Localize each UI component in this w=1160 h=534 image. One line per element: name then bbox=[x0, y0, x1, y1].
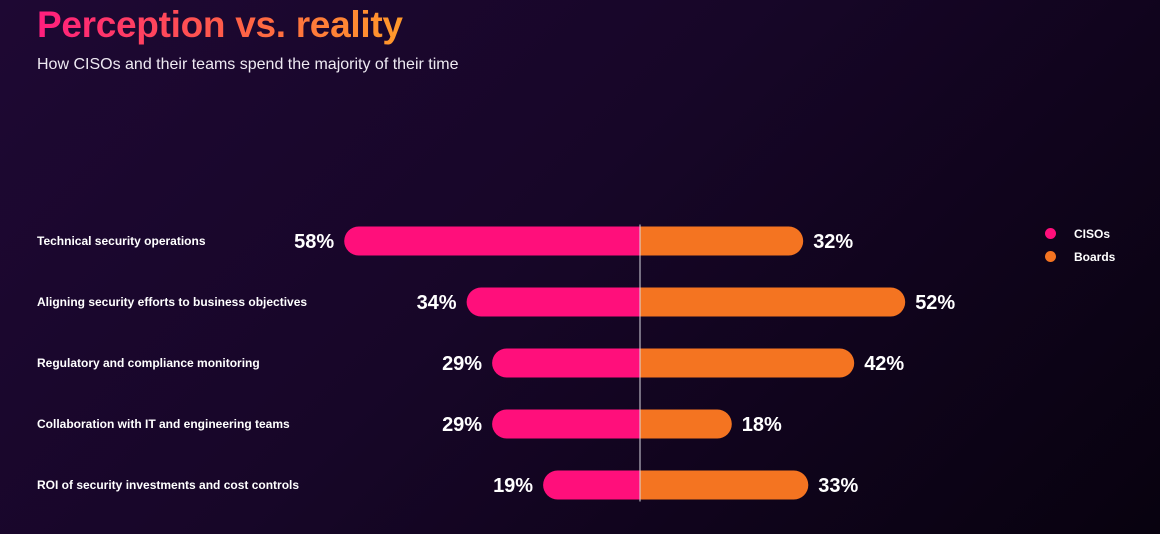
category-label: Technical security operations bbox=[37, 234, 206, 248]
data-label-boards: 18% bbox=[742, 414, 782, 436]
bar-cisos-inner-edge bbox=[611, 470, 640, 500]
data-label-boards: 52% bbox=[915, 292, 955, 314]
bar-boards bbox=[640, 226, 804, 256]
data-label-cisos: 34% bbox=[417, 292, 457, 314]
bar-cisos bbox=[344, 226, 640, 256]
chart-subtitle: How CISOs and their teams spend the majo… bbox=[37, 56, 459, 73]
legend-dot-boards bbox=[1045, 251, 1056, 262]
data-label-cisos: 29% bbox=[442, 414, 482, 436]
data-label-cisos: 29% bbox=[442, 353, 482, 375]
legend: CISOs Boards bbox=[1045, 222, 1115, 268]
bar-boards-inner-edge bbox=[640, 409, 669, 439]
category-label: Regulatory and compliance monitoring bbox=[37, 356, 260, 370]
data-label-cisos: 19% bbox=[493, 475, 533, 497]
legend-item-cisos: CISOs bbox=[1045, 222, 1115, 245]
legend-dot-cisos bbox=[1045, 228, 1056, 239]
legend-item-boards: Boards bbox=[1045, 245, 1115, 268]
bar-boards bbox=[640, 287, 906, 317]
category-label: Collaboration with IT and engineering te… bbox=[37, 417, 290, 431]
bar-cisos-inner-edge bbox=[611, 287, 640, 317]
data-label-boards: 33% bbox=[818, 475, 858, 497]
legend-label-cisos: CISOs bbox=[1074, 226, 1111, 241]
category-label: Aligning security efforts to business ob… bbox=[37, 295, 307, 309]
category-label: ROI of security investments and cost con… bbox=[37, 478, 299, 492]
bar-boards-inner-edge bbox=[640, 226, 669, 256]
bar-boards bbox=[640, 348, 855, 378]
data-label-boards: 32% bbox=[813, 231, 853, 253]
bar-boards-inner-edge bbox=[640, 287, 669, 317]
bar-cisos-inner-edge bbox=[611, 348, 640, 378]
data-label-boards: 42% bbox=[864, 353, 904, 375]
bar-cisos bbox=[466, 287, 640, 317]
bar-cisos-inner-edge bbox=[611, 409, 640, 439]
data-label-cisos: 58% bbox=[294, 231, 334, 253]
bar-cisos bbox=[492, 409, 640, 439]
bar-boards bbox=[640, 470, 809, 500]
bar-boards-inner-edge bbox=[640, 470, 669, 500]
legend-label-boards: Boards bbox=[1074, 249, 1116, 264]
bar-cisos-inner-edge bbox=[611, 226, 640, 256]
chart-title: Perception vs. reality bbox=[37, 4, 403, 45]
bar-cisos bbox=[492, 348, 640, 378]
bar-boards-inner-edge bbox=[640, 348, 669, 378]
